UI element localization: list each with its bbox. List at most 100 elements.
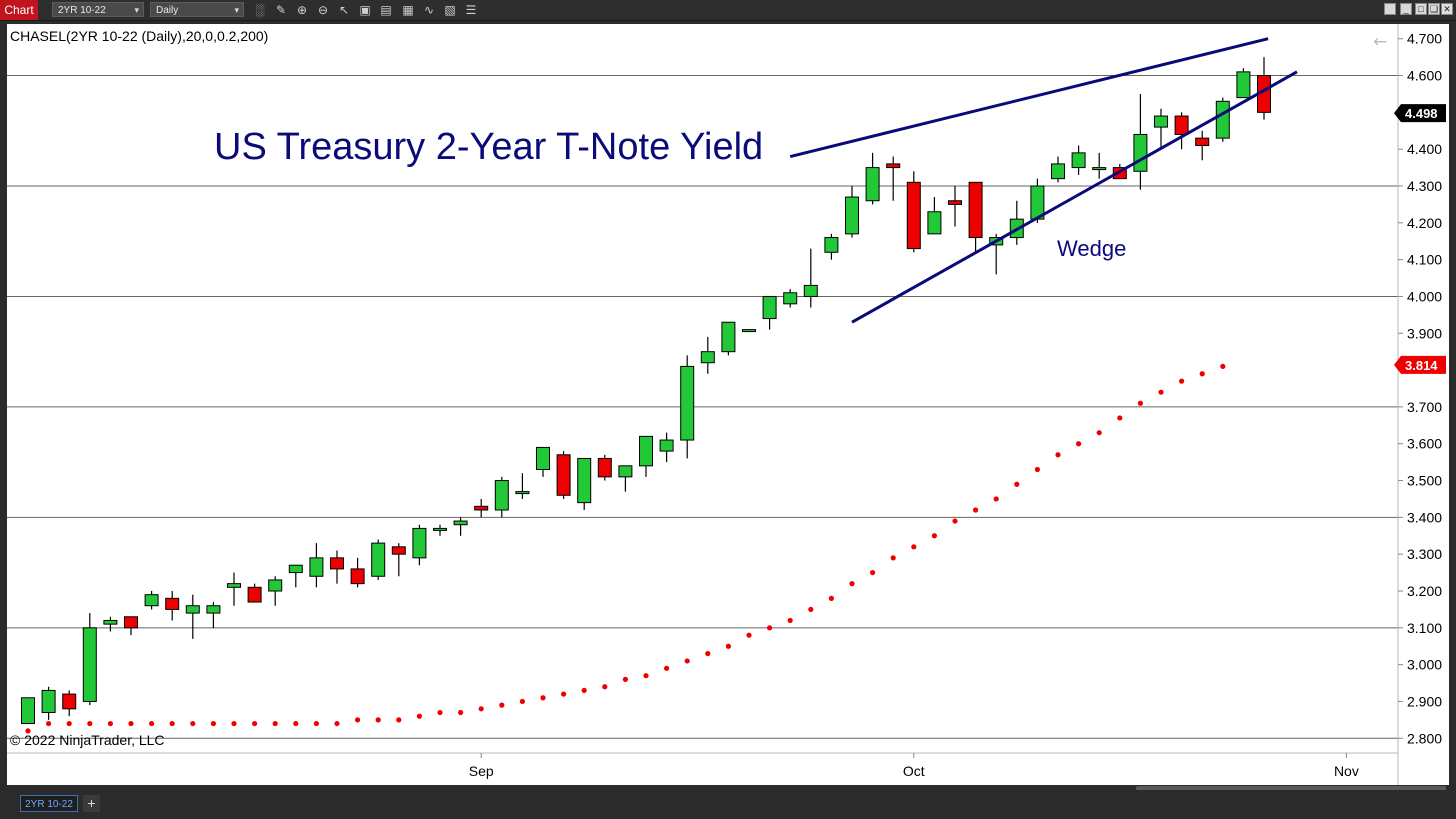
- horizontal-scrollbar[interactable]: [1136, 786, 1446, 792]
- candle: [886, 156, 901, 201]
- sar-dot: [993, 496, 999, 502]
- instrument-selector[interactable]: 2YR 10-22 ▾: [52, 2, 144, 17]
- sar-dot: [828, 595, 835, 601]
- y-tick-label: 2.900: [1407, 693, 1442, 709]
- zoom-out-icon[interactable]: ⊖: [317, 3, 329, 17]
- x-tick-label: Oct: [903, 763, 925, 779]
- candle-body: [927, 211, 942, 235]
- candle-body: [41, 689, 56, 714]
- restore-down-icon[interactable]: ❏: [1428, 3, 1440, 15]
- add-tab-button[interactable]: +: [83, 795, 100, 812]
- bars-type-icon[interactable]: ░: [255, 3, 265, 17]
- candle-body: [185, 605, 200, 614]
- candle: [124, 616, 138, 636]
- candle-body: [886, 163, 901, 169]
- properties-icon[interactable]: ▤: [380, 3, 392, 17]
- last-price-marker: 4.498: [1394, 104, 1446, 123]
- minimize-icon[interactable]: _: [1400, 3, 1412, 15]
- sar-dot: [1096, 430, 1102, 436]
- sar-dot: [396, 717, 402, 723]
- sar-value-marker: 3.814: [1394, 355, 1446, 374]
- x-axis-ticks: Sep Oct Nov: [469, 753, 1359, 779]
- candle: [1236, 68, 1251, 99]
- sar-dot: [664, 665, 670, 671]
- candle-body: [474, 505, 489, 511]
- chart-panel[interactable]: 4.700 4.600 4.400 4.300 4.200 4.100 4.000 3.900…: [7, 24, 1449, 785]
- sar-dot: [1220, 363, 1226, 370]
- y-tick-label: 3.000: [1407, 657, 1442, 673]
- y-tick-label: 3.100: [1407, 620, 1442, 636]
- y-tick-label: 3.600: [1407, 436, 1442, 452]
- candle: [1154, 108, 1168, 150]
- candle-body: [288, 564, 303, 574]
- templates-icon[interactable]: ▦: [402, 3, 414, 17]
- zoom-in-icon[interactable]: ⊕: [296, 3, 308, 17]
- y-tick-label: 4.700: [1407, 31, 1442, 47]
- more-icon[interactable]: ☰: [465, 3, 477, 17]
- candle: [227, 572, 241, 606]
- candlesticks: [21, 57, 1271, 725]
- candle-body: [906, 181, 921, 250]
- candle: [494, 476, 509, 518]
- pointer-icon[interactable]: ↖: [338, 3, 350, 17]
- instrument-tab[interactable]: 2YR 10-22: [20, 795, 78, 812]
- restore-icon[interactable]: [1384, 3, 1396, 15]
- y-tick-label: 3.300: [1407, 546, 1442, 562]
- sar-dot: [973, 507, 979, 513]
- candle-body: [1051, 163, 1065, 180]
- x-tick-label: Nov: [1334, 763, 1359, 779]
- maximize-icon[interactable]: □: [1415, 3, 1427, 15]
- candle: [1092, 152, 1107, 179]
- chart-window-tab[interactable]: Chart: [0, 0, 38, 20]
- interval-selector[interactable]: Daily ▾: [150, 2, 244, 17]
- candle: [742, 329, 756, 333]
- candle-body: [103, 619, 118, 625]
- sar-dot: [643, 673, 649, 679]
- candle-body: [1133, 133, 1148, 172]
- candle: [474, 498, 489, 518]
- candle: [350, 557, 365, 588]
- candle-body: [845, 196, 859, 235]
- candle: [82, 613, 97, 706]
- candle: [721, 321, 736, 356]
- sar-dot: [437, 709, 443, 716]
- y-tick-label: 3.700: [1407, 399, 1442, 415]
- indicators-icon[interactable]: ∿: [423, 3, 435, 17]
- sar-dot: [313, 720, 319, 727]
- sar-dot: [458, 709, 464, 716]
- y-tick-label: 4.000: [1407, 288, 1442, 304]
- sar-dot: [808, 606, 814, 613]
- candle: [62, 690, 77, 717]
- candle: [371, 539, 386, 580]
- wedge-annotation: Wedge: [1057, 236, 1126, 261]
- draw-icon[interactable]: ✎: [275, 3, 287, 17]
- copyright-text: © 2022 NinjaTrader, LLC: [10, 732, 165, 748]
- sar-dot: [767, 625, 773, 631]
- candle-body: [309, 557, 324, 577]
- sar-dot: [25, 728, 31, 734]
- data-box-icon[interactable]: ▣: [359, 3, 371, 17]
- chart-canvas[interactable]: 4.700 4.600 4.400 4.300 4.200 4.100 4.000 3.900…: [7, 24, 1449, 785]
- candle-body: [556, 454, 571, 496]
- sar-dot: [1179, 378, 1185, 384]
- strategies-icon[interactable]: ▧: [444, 3, 456, 17]
- candle: [1051, 156, 1065, 183]
- candle: [1009, 200, 1024, 245]
- sar-dot: [252, 720, 258, 727]
- y-tick-label: 3.900: [1407, 325, 1442, 341]
- candle: [453, 517, 468, 536]
- candle: [906, 171, 921, 253]
- sar-dot: [849, 581, 855, 587]
- close-icon[interactable]: ✕: [1441, 3, 1453, 15]
- instrument-value: 2YR 10-22: [58, 5, 106, 16]
- candle: [659, 432, 674, 463]
- candle: [1195, 130, 1210, 161]
- candle: [433, 524, 447, 536]
- sar-dot: [1117, 415, 1123, 421]
- candle: [185, 594, 200, 639]
- sar-dot: [622, 676, 629, 682]
- candle: [536, 446, 550, 477]
- back-arrow-icon[interactable]: ←: [1373, 32, 1387, 52]
- candle-body: [1195, 137, 1210, 146]
- sar-dot: [1137, 400, 1143, 406]
